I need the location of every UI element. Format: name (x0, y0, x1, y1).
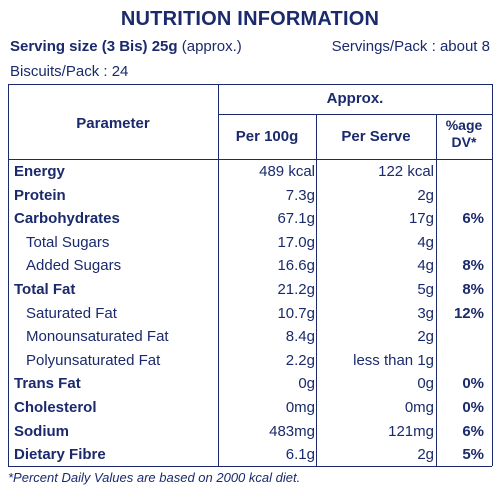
value-per-100g: 8.4g (285, 328, 315, 346)
value-per-100g: 2.2g (285, 351, 315, 369)
nutrient-name: Monounsaturated Fat (26, 328, 169, 346)
daily-value-percent: 8% (462, 257, 484, 275)
value-per-100g: 0mg (285, 399, 315, 416)
value-per-100g: 489 kcal (259, 163, 315, 180)
value-per-serve: 2g (417, 328, 434, 346)
table-row: Total Sugars 17.0g 4g (0, 231, 500, 254)
servings-per-pack: Servings/Pack : about 8 (331, 38, 490, 55)
header-parameter: Parameter (76, 115, 150, 132)
column-divider (218, 84, 219, 466)
header-per-100g: Per 100g (235, 128, 299, 145)
daily-value-percent: 0% (462, 399, 484, 416)
nutrient-name: Saturated Fat (26, 304, 117, 322)
header-daily-value: %age DV* (445, 117, 483, 150)
value-per-100g: 16.6g (277, 257, 315, 275)
value-per-serve: 3g (417, 304, 434, 322)
header-approx-rule (218, 114, 492, 115)
value-per-100g: 6.1g (285, 446, 315, 464)
value-per-100g: 17.0g (277, 233, 315, 251)
value-per-serve: 0mg (404, 399, 434, 416)
table-row: Saturated Fat 10.7g 3g 12% (0, 302, 500, 325)
value-per-serve: 2g (417, 186, 434, 204)
value-per-serve: 17g (408, 210, 434, 228)
nutrient-name: Total Fat (14, 281, 76, 298)
table-row: Total Fat 21.2g 5g 8% (0, 278, 500, 301)
table-row: Protein 7.3g 2g (0, 184, 500, 207)
nutrient-name: Carbohydrates (14, 210, 120, 228)
value-per-serve: 0g (417, 375, 434, 393)
column-divider (436, 114, 437, 466)
header-per-serve: Per Serve (341, 128, 411, 145)
header-bottom-rule (8, 159, 492, 160)
nutrient-name: Trans Fat (14, 375, 81, 393)
nutrient-name: Polyunsaturated Fat (26, 351, 161, 369)
value-per-serve: 122 kcal (378, 163, 434, 180)
nutrient-name: Protein (14, 186, 66, 204)
value-per-serve: less than 1g (353, 351, 434, 369)
value-per-100g: 21.2g (277, 281, 315, 298)
value-per-serve: 121mg (388, 422, 434, 440)
table-row: Cholesterol 0mg 0mg 0% (0, 396, 500, 419)
table-row: Energy 489 kcal 122 kcal (0, 160, 500, 183)
daily-value-percent: 6% (462, 210, 484, 228)
table-top-rule (8, 84, 492, 85)
value-per-100g: 10.7g (277, 304, 315, 322)
value-per-100g: 67.1g (277, 210, 315, 228)
serving-size-note: (approx.) (177, 38, 242, 55)
nutrient-name: Dietary Fibre (14, 446, 106, 464)
daily-value-percent: 12% (453, 304, 484, 322)
value-per-serve: 4g (417, 233, 434, 251)
value-per-serve: 2g (417, 446, 434, 464)
table-row: Sodium 483mg 121mg 6% (0, 420, 500, 443)
column-divider (8, 84, 9, 466)
table-row: Dietary Fibre 6.1g 2g 5% (0, 443, 500, 466)
serving-size: Serving size (3 Bis) 25g (approx.) (10, 38, 242, 55)
table-row: Monounsaturated Fat 8.4g 2g (0, 325, 500, 348)
value-per-serve: 4g (417, 257, 434, 275)
nutrient-name: Cholesterol (14, 399, 97, 416)
daily-value-percent: 5% (462, 446, 484, 464)
nutrient-name: Energy (14, 163, 65, 180)
daily-value-percent: 0% (462, 375, 484, 393)
nutrient-name: Total Sugars (26, 233, 110, 251)
value-per-100g: 0g (298, 375, 315, 393)
serving-size-label: Serving size (3 Bis) 25g (10, 38, 178, 55)
value-per-100g: 483mg (269, 422, 315, 440)
value-per-100g: 7.3g (285, 186, 315, 204)
table-row: Carbohydrates 67.1g 17g 6% (0, 207, 500, 230)
nutrient-name: Added Sugars (26, 257, 122, 275)
biscuits-per-pack: Biscuits/Pack : 24 (10, 63, 129, 80)
table-row: Added Sugars 16.6g 4g 8% (0, 254, 500, 277)
column-divider (492, 84, 493, 466)
table-row: Trans Fat 0g 0g 0% (0, 372, 500, 395)
page-title: NUTRITION INFORMATION (120, 8, 380, 30)
value-per-serve: 5g (417, 281, 434, 298)
nutrient-name: Sodium (14, 422, 69, 440)
footnote: *Percent Daily Values are based on 2000 … (8, 470, 301, 485)
table-bottom-rule (8, 466, 492, 467)
daily-value-percent: 6% (462, 422, 484, 440)
daily-value-percent: 8% (462, 281, 484, 298)
table-row: Polyunsaturated Fat 2.2g less than 1g (0, 349, 500, 372)
header-approx: Approx. (326, 90, 384, 107)
column-divider (316, 114, 317, 466)
